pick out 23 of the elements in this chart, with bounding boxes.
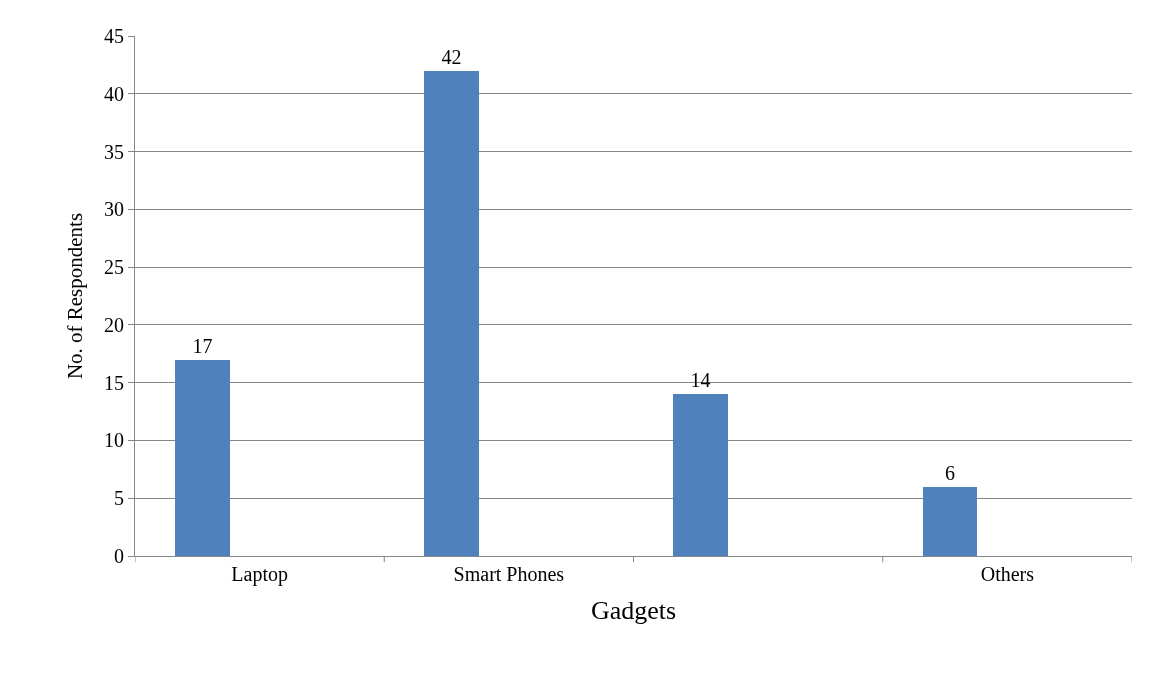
y-tick-label: 10 xyxy=(104,429,124,452)
y-tick-label: 20 xyxy=(104,313,124,336)
y-tick-label: 40 xyxy=(104,82,124,105)
y-tick-label: 5 xyxy=(114,487,124,510)
data-label: 17 xyxy=(192,335,213,357)
x-tick-label: Laptop xyxy=(231,563,288,586)
y-tick-label: 30 xyxy=(104,198,124,221)
data-label: 42 xyxy=(441,46,462,68)
y-axis-title: No. of Respondents xyxy=(63,212,88,380)
y-tick-label: 0 xyxy=(114,545,124,567)
bar xyxy=(923,487,977,556)
y-tick-label: 35 xyxy=(104,140,124,163)
data-label: 6 xyxy=(945,462,955,484)
data-label: 14 xyxy=(690,369,711,391)
bar xyxy=(175,360,230,556)
bar xyxy=(424,71,479,556)
x-tick-label: Others xyxy=(980,563,1035,585)
y-tick-label: 15 xyxy=(104,371,124,394)
bar xyxy=(673,394,728,556)
y-tick-label: 25 xyxy=(104,256,124,279)
x-tick-label: Smart Phones xyxy=(453,563,565,585)
x-axis-title: Gadgets xyxy=(590,595,677,625)
y-tick-label: 45 xyxy=(104,25,124,47)
